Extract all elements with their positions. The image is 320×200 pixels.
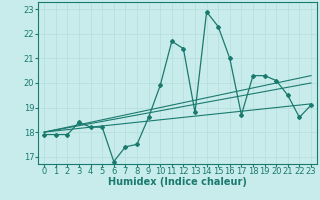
X-axis label: Humidex (Indice chaleur): Humidex (Indice chaleur) [108,177,247,187]
